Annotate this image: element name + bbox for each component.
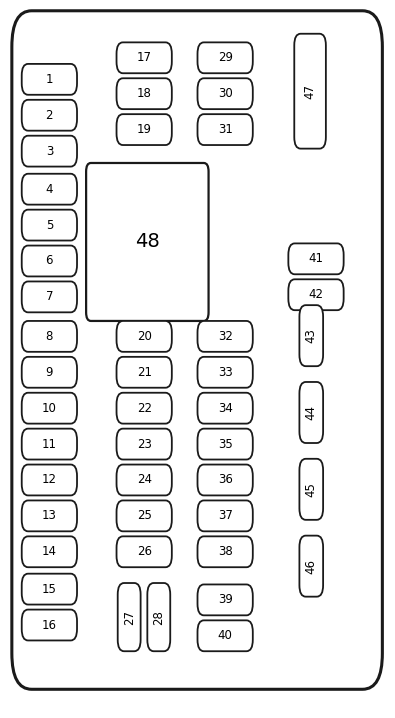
Text: 34: 34 [218, 401, 233, 415]
FancyBboxPatch shape [198, 42, 253, 73]
FancyBboxPatch shape [22, 246, 77, 276]
Text: 16: 16 [42, 618, 57, 632]
Text: 31: 31 [218, 123, 233, 136]
FancyBboxPatch shape [22, 136, 77, 167]
Text: 44: 44 [305, 405, 318, 420]
Text: 47: 47 [304, 84, 316, 98]
FancyBboxPatch shape [86, 163, 209, 321]
FancyBboxPatch shape [117, 536, 172, 567]
FancyBboxPatch shape [22, 429, 77, 460]
FancyBboxPatch shape [117, 114, 172, 145]
Text: 46: 46 [305, 559, 318, 574]
FancyBboxPatch shape [117, 500, 172, 531]
FancyBboxPatch shape [22, 536, 77, 567]
Text: 43: 43 [305, 328, 318, 343]
FancyBboxPatch shape [22, 281, 77, 312]
FancyBboxPatch shape [299, 305, 323, 366]
FancyBboxPatch shape [22, 393, 77, 424]
FancyBboxPatch shape [198, 584, 253, 615]
FancyBboxPatch shape [288, 279, 344, 310]
Text: 2: 2 [46, 108, 53, 122]
FancyBboxPatch shape [198, 114, 253, 145]
FancyBboxPatch shape [22, 574, 77, 605]
FancyBboxPatch shape [12, 11, 382, 689]
Text: 37: 37 [218, 509, 233, 523]
Text: 40: 40 [218, 629, 233, 643]
Text: 39: 39 [218, 593, 233, 607]
Text: 21: 21 [137, 365, 152, 379]
FancyBboxPatch shape [198, 321, 253, 352]
Text: 14: 14 [42, 545, 57, 559]
FancyBboxPatch shape [299, 382, 323, 443]
FancyBboxPatch shape [22, 321, 77, 352]
Text: 35: 35 [218, 437, 233, 451]
Text: 32: 32 [218, 330, 233, 343]
Text: 5: 5 [46, 218, 53, 232]
FancyBboxPatch shape [198, 357, 253, 388]
FancyBboxPatch shape [294, 34, 326, 149]
Text: 26: 26 [137, 545, 152, 559]
Text: 15: 15 [42, 582, 57, 596]
FancyBboxPatch shape [22, 64, 77, 95]
FancyBboxPatch shape [22, 357, 77, 388]
FancyBboxPatch shape [117, 393, 172, 424]
FancyBboxPatch shape [198, 78, 253, 109]
Text: 19: 19 [137, 123, 152, 136]
Text: 33: 33 [218, 365, 233, 379]
FancyBboxPatch shape [198, 465, 253, 495]
Text: 45: 45 [305, 482, 318, 497]
Text: 17: 17 [137, 51, 152, 65]
FancyBboxPatch shape [198, 500, 253, 531]
FancyBboxPatch shape [22, 500, 77, 531]
Text: 30: 30 [218, 87, 233, 101]
Text: 23: 23 [137, 437, 152, 451]
FancyBboxPatch shape [299, 536, 323, 597]
Text: 1: 1 [46, 73, 53, 86]
FancyBboxPatch shape [117, 321, 172, 352]
FancyBboxPatch shape [22, 100, 77, 131]
Text: 11: 11 [42, 437, 57, 451]
Text: 42: 42 [308, 288, 324, 302]
Text: 13: 13 [42, 509, 57, 523]
FancyBboxPatch shape [117, 42, 172, 73]
Text: 10: 10 [42, 401, 57, 415]
Text: 27: 27 [123, 610, 135, 625]
Text: 9: 9 [46, 365, 53, 379]
Text: 29: 29 [218, 51, 233, 65]
FancyBboxPatch shape [22, 210, 77, 241]
Text: 25: 25 [137, 509, 152, 523]
Text: 28: 28 [152, 610, 165, 625]
FancyBboxPatch shape [198, 620, 253, 651]
Text: 20: 20 [137, 330, 152, 343]
FancyBboxPatch shape [288, 243, 344, 274]
FancyBboxPatch shape [299, 459, 323, 520]
FancyBboxPatch shape [117, 78, 172, 109]
Text: 38: 38 [218, 545, 233, 559]
Text: 12: 12 [42, 473, 57, 487]
Text: 4: 4 [46, 182, 53, 196]
FancyBboxPatch shape [198, 536, 253, 567]
FancyBboxPatch shape [22, 174, 77, 205]
FancyBboxPatch shape [117, 465, 172, 495]
Text: 36: 36 [218, 473, 233, 487]
Text: 41: 41 [308, 252, 324, 266]
FancyBboxPatch shape [198, 429, 253, 460]
Text: 22: 22 [137, 401, 152, 415]
FancyBboxPatch shape [22, 610, 77, 640]
Text: 6: 6 [46, 254, 53, 268]
FancyBboxPatch shape [118, 583, 141, 651]
FancyBboxPatch shape [198, 393, 253, 424]
Text: 7: 7 [46, 290, 53, 304]
Text: 18: 18 [137, 87, 152, 101]
Text: 3: 3 [46, 144, 53, 158]
Text: 8: 8 [46, 330, 53, 343]
Text: 24: 24 [137, 473, 152, 487]
FancyBboxPatch shape [147, 583, 170, 651]
FancyBboxPatch shape [22, 465, 77, 495]
FancyBboxPatch shape [117, 429, 172, 460]
FancyBboxPatch shape [117, 357, 172, 388]
Text: 48: 48 [135, 233, 160, 251]
